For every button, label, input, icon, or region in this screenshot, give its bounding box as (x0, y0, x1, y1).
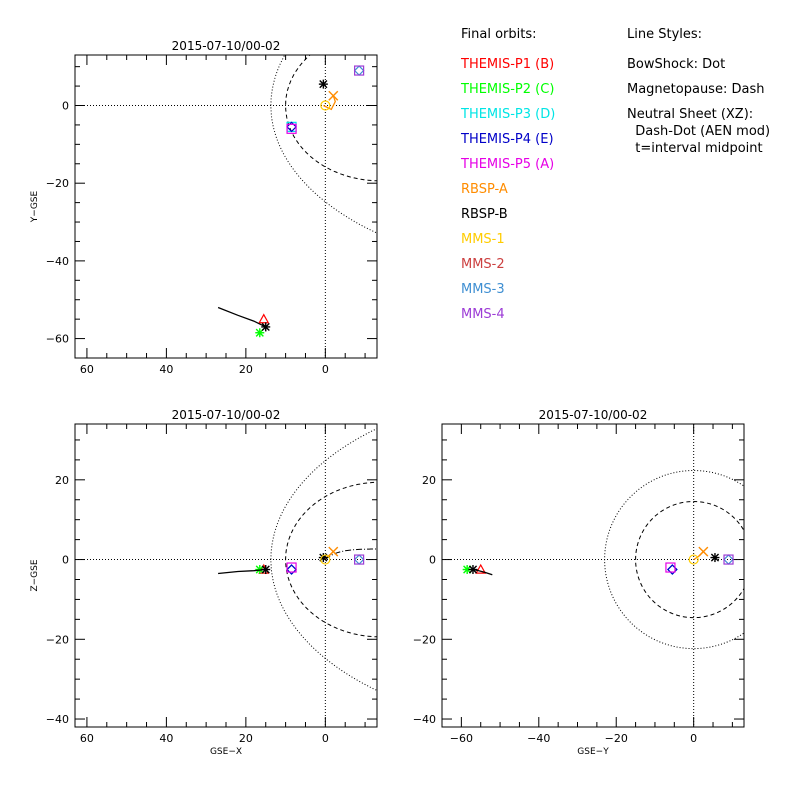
mms-4-marker (354, 554, 365, 565)
y-axis-label: Y−GSE (30, 190, 40, 223)
rbsp-a-trail (323, 95, 337, 111)
panel-xy-plot: 60 40 20 0 −60 −40 −20 0 2015-07-10/00-02 Y−GSE (30, 39, 378, 376)
x-tick-label: 40 (159, 732, 173, 745)
y-tick-label: 0 (429, 554, 436, 567)
legend-item-rbsp-a: RBSP-A (461, 182, 508, 197)
mms-3-marker (353, 65, 365, 76)
legend-styles-title: Line Styles: (627, 27, 703, 42)
rbsp-a-marker (328, 90, 339, 101)
themis-p4-marker (286, 121, 297, 133)
themis-p1-marker (475, 563, 487, 574)
x-tick-label: 0 (322, 363, 329, 376)
mms-1-marker (320, 554, 331, 565)
plot-area (75, 55, 377, 358)
legend-item-themis-p5-a: THEMIS-P5 (A) (461, 157, 555, 172)
mms-2-marker (355, 66, 364, 75)
panel-title: 2015-07-10/00-02 (172, 39, 281, 53)
y-tick-label: −40 (46, 255, 69, 268)
legend-item-themis-p3-d: THEMIS-P3 (D) (461, 107, 556, 122)
mms-1-marker (320, 100, 331, 111)
mms-4-marker (354, 65, 365, 76)
themis-p3-marker (286, 564, 297, 575)
legend-style-line-4: Dash-Dot (AEN mod) (627, 124, 771, 139)
x-tick-label: 20 (239, 732, 253, 745)
rbsp-b-marker (468, 565, 478, 575)
legend-style-line-3: Neutral Sheet (XZ): (627, 107, 754, 122)
mms-3-marker (353, 554, 365, 565)
legend-item-mms-1: MMS-1 (461, 232, 505, 247)
x-tick-label: 40 (159, 363, 173, 376)
panel-xz-plot: 60 40 20 0 −40 −20 0 20 2015-07-10/00-02 GSE−X Z−G… (30, 408, 378, 757)
mms-4-marker (723, 554, 734, 565)
magnetopause-ring (635, 500, 744, 619)
bowshock-ring (604, 470, 744, 650)
rbsp-b-marker (261, 322, 271, 332)
x-axis-label: GSE−X (210, 747, 242, 757)
x-tick-label: 0 (690, 732, 697, 745)
neutral-sheet-curve (324, 548, 377, 560)
bowshock-curve (270, 428, 377, 692)
y-tick-label: −20 (46, 633, 69, 646)
themis-p5-marker (286, 562, 297, 573)
y-tick-label: −20 (46, 177, 69, 190)
legend-item-mms-4: MMS-4 (461, 307, 505, 322)
legend-item-themis-p2-c: THEMIS-P2 (C) (461, 82, 555, 97)
rbsp-b-2-marker (318, 79, 328, 89)
x-tick-label: 20 (239, 363, 253, 376)
rbsp-b-trail (217, 306, 266, 328)
themis-p5-marker (286, 123, 297, 134)
panel-title: 2015-07-10/00-02 (172, 408, 281, 422)
y-tick-label: 0 (62, 100, 69, 113)
themis-p5-marker (665, 562, 676, 573)
x-tick-label: −40 (527, 732, 550, 745)
legend-style-line-2: Magnetopause: Dash (627, 82, 765, 97)
rbsp-a-marker (698, 546, 709, 557)
x-tick-label: 60 (80, 732, 94, 745)
y-axis-label: Z−GSE (30, 559, 40, 591)
plot-frame (74, 423, 378, 728)
plot-frame (441, 423, 745, 728)
y-tick-label: −60 (46, 333, 69, 346)
y-tick-label: −40 (46, 713, 69, 726)
x-tick-label: −60 (450, 732, 473, 745)
legend-style-line-5: t=interval midpoint (627, 141, 763, 156)
legend-orbits-title: Final orbits: (461, 27, 537, 42)
legend-item-themis-p1-b: THEMIS-P1 (B) (461, 57, 555, 72)
mms-3-marker (723, 554, 734, 565)
y-tick-label: 0 (62, 554, 69, 567)
y-tick-label: −20 (413, 633, 436, 646)
rbsp-b-marker (261, 565, 271, 575)
plot-area (75, 424, 377, 727)
themis-p4-marker (286, 564, 297, 575)
magnetopause-curve (285, 481, 377, 638)
rbsp-b-trail (218, 568, 266, 575)
legend-item-mms-3: MMS-3 (461, 282, 505, 297)
x-tick-label: 60 (80, 363, 94, 376)
rbsp-b-2-marker (318, 553, 328, 563)
mms-2-marker (355, 555, 364, 564)
y-tick-label: 20 (422, 474, 436, 487)
y-tick-label: 20 (55, 474, 69, 487)
y-tick-label: −40 (413, 713, 436, 726)
panel-title: 2015-07-10/00-02 (539, 408, 648, 422)
x-tick-label: −20 (605, 732, 628, 745)
mms-2-marker (724, 555, 733, 564)
legend-item-rbsp-b: RBSP-B (461, 207, 508, 222)
rbsp-a-marker (328, 546, 339, 557)
rbsp-b-2-marker (710, 553, 720, 563)
panel-yz-plot: −60 −40 −20 0 −40 −20 0 20 2015-07-10/00-02 GSE−Y (413, 408, 745, 757)
legend-style-line-1: BowShock: Dot (627, 57, 726, 72)
x-tick-label: 0 (322, 732, 329, 745)
themis-p1-marker (258, 313, 270, 324)
legend-item-themis-p4-e: THEMIS-P4 (E) (461, 132, 554, 147)
x-axis-label: GSE−Y (577, 747, 609, 757)
legend-item-mms-2: MMS-2 (461, 257, 505, 272)
mms-1-marker (688, 554, 699, 565)
plot-area (442, 424, 744, 727)
